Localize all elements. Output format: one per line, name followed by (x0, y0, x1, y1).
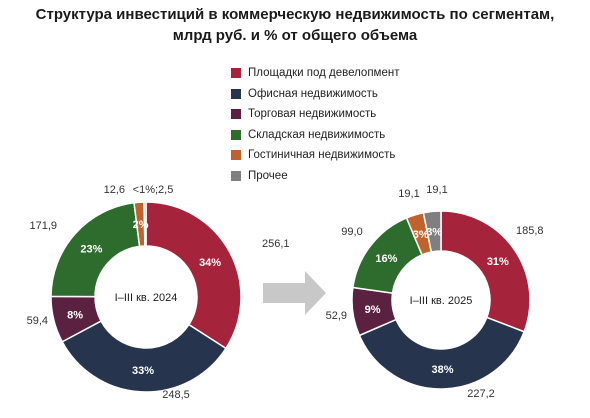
legend-swatch (231, 129, 241, 140)
slice-percent-label: 38% (432, 364, 454, 376)
legend-swatch (231, 170, 241, 181)
slice-percent-label: 9% (365, 304, 381, 316)
legend-swatch (231, 109, 241, 120)
slice-percent-label: 33% (132, 365, 154, 377)
legend-label: Прочее (248, 169, 288, 182)
slice-office (61, 320, 227, 393)
slice-percent-label: 16% (375, 253, 397, 265)
slice-value-label: 12,6 (104, 184, 125, 196)
legend-item-office: Офисная недвижимость (231, 84, 399, 105)
chart-title-line-2: млрд руб. и % от общего объема (172, 27, 418, 44)
slice-value-label: 256,1 (262, 238, 290, 250)
slice-development (440, 210, 531, 333)
slice-percent-label: 34% (199, 257, 221, 269)
chart-title: Структура инвестиций в коммерческую недв… (0, 4, 590, 46)
center-period-label: I–III кв. 2025 (410, 295, 473, 307)
slice-office (358, 316, 526, 390)
legend-item-hotel: Гостиничная недвижимость (231, 145, 399, 166)
slice-value-label: 248,5 (162, 389, 190, 401)
legend-swatch (231, 88, 241, 99)
legend: Площадки под девелопмент Офисная недвижи… (231, 63, 399, 186)
legend-label: Площадки под девелопмент (248, 67, 400, 80)
legend-item-other: Прочее (231, 166, 399, 187)
slice-value-label: 227,2 (467, 388, 495, 400)
slice-other (422, 210, 442, 253)
slice-value-label: 59,4 (27, 315, 48, 327)
slice-percent-label: 8% (67, 310, 83, 322)
slice-value-label: <1%;2,5 (133, 184, 174, 196)
slice-value-label: 99,0 (341, 226, 362, 238)
chart-title-line-1: Структура инвестиций в коммерческую недв… (35, 6, 555, 23)
donut-hole (96, 247, 196, 347)
slice-value-label: 171,9 (29, 220, 57, 232)
slice-value-label: 19,1 (398, 188, 419, 200)
slice-other (143, 201, 147, 247)
slice-development (145, 201, 242, 350)
slice-value-label: 52,9 (326, 310, 347, 322)
legend-item-development: Площадки под девелопмент (231, 63, 399, 84)
arrow-icon (263, 271, 326, 315)
slice-percent-label: 3% (413, 229, 429, 241)
slice-percent-label: 23% (80, 244, 102, 256)
legend-item-retail: Торговая недвижимость (231, 104, 399, 125)
center-period-label: I–III кв. 2024 (115, 292, 178, 304)
donut-chart-2025: 31% 185,8 38% 227,2 9% 52,9 16% 99,0 3% 19,1 3% 19,… (326, 184, 544, 400)
legend-item-warehouse: Складская недвижимость (231, 125, 399, 146)
slice-percent-label: 31% (487, 256, 509, 268)
legend-label: Складская недвижимость (248, 128, 386, 141)
legend-swatch (231, 68, 241, 79)
slice-value-label: 19,1 (426, 184, 447, 196)
donut-hole (393, 252, 489, 348)
legend-swatch (231, 150, 241, 161)
legend-label: Торговая недвижимость (248, 108, 377, 121)
legend-label: Гостиничная недвижимость (248, 149, 396, 162)
slice-value-label: 185,8 (516, 225, 544, 237)
legend-label: Офисная недвижимость (248, 87, 378, 100)
slice-percent-label: 3% (426, 226, 442, 238)
donut-chart-2024: 34%256,133%248,58%59,423%171,9 2%12,6 <1%;… (27, 184, 290, 401)
